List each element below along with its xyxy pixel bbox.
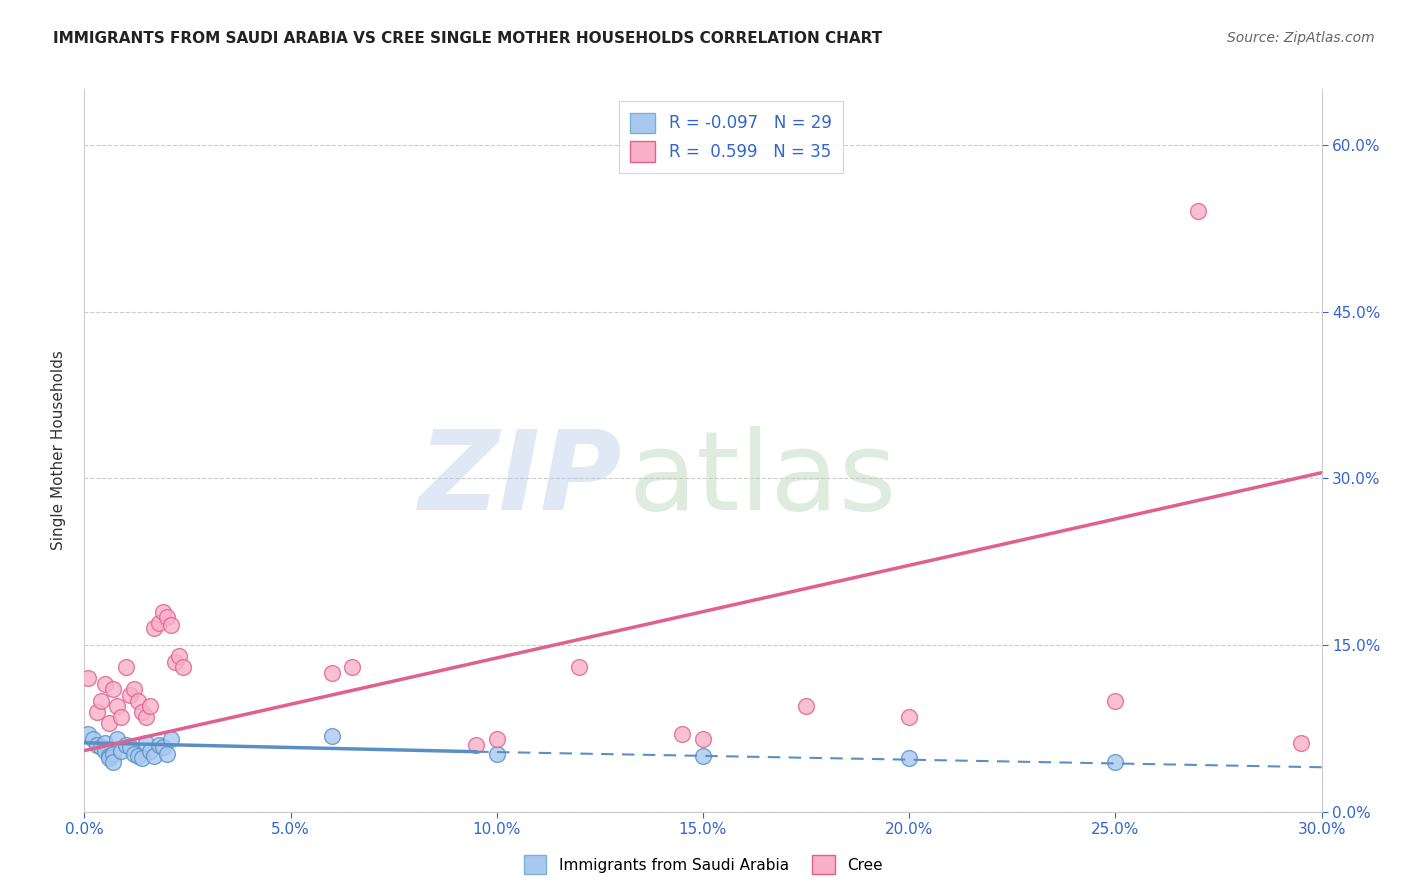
Point [898,710,921,724]
Point [77,671,100,685]
Point [465,738,488,752]
Point [794,699,817,714]
Y-axis label: Single Mother Households: Single Mother Households [51,351,66,550]
Point [692,749,714,764]
Point [131,705,153,719]
Point [110,743,132,757]
Point [118,688,141,702]
Point [90,740,112,755]
Point [1104,693,1126,707]
Point [321,665,343,680]
Point [342,660,364,674]
Text: IMMIGRANTS FROM SAUDI ARABIA VS CREE SINGLE MOTHER HOUSEHOLDS CORRELATION CHART: IMMIGRANTS FROM SAUDI ARABIA VS CREE SIN… [53,31,883,46]
Point [485,747,508,761]
Point [127,693,149,707]
Point [105,732,128,747]
Point [143,621,166,635]
Point [1187,204,1209,219]
Point [156,747,179,761]
Point [118,740,141,755]
Point [103,755,125,769]
Point [165,655,187,669]
Point [152,605,174,619]
Point [105,699,128,714]
Point [160,732,183,747]
Point [131,751,153,765]
Point [1104,755,1126,769]
Point [94,743,117,757]
Point [122,682,145,697]
Point [77,727,100,741]
Point [90,693,112,707]
Point [167,649,190,664]
Point [98,715,121,730]
Point [114,660,136,674]
Point [568,660,591,674]
Point [94,736,117,750]
Point [135,736,157,750]
Point [82,732,104,747]
Point [156,610,179,624]
Point [321,729,343,743]
Point [148,738,170,752]
Point [485,732,508,747]
Point [148,615,170,630]
Point [86,738,108,752]
Text: atlas: atlas [628,425,897,533]
Point [139,743,162,757]
Text: ZIP: ZIP [419,425,623,533]
Point [143,749,166,764]
Point [103,682,125,697]
Point [103,747,125,761]
Legend: Immigrants from Saudi Arabia, Cree: Immigrants from Saudi Arabia, Cree [517,849,889,880]
Point [160,618,183,632]
Point [172,660,194,674]
Point [898,751,921,765]
Point [110,710,132,724]
Point [114,738,136,752]
Point [152,740,174,755]
Point [98,751,121,765]
Point [86,705,108,719]
Point [127,749,149,764]
Point [671,727,693,741]
Point [98,749,121,764]
Legend: R = -0.097   N = 29, R =  0.599   N = 35: R = -0.097 N = 29, R = 0.599 N = 35 [619,101,844,173]
Point [122,747,145,761]
Point [135,710,157,724]
Point [692,732,714,747]
Text: Source: ZipAtlas.com: Source: ZipAtlas.com [1227,31,1375,45]
Point [139,699,162,714]
Point [1289,736,1312,750]
Point [94,677,117,691]
